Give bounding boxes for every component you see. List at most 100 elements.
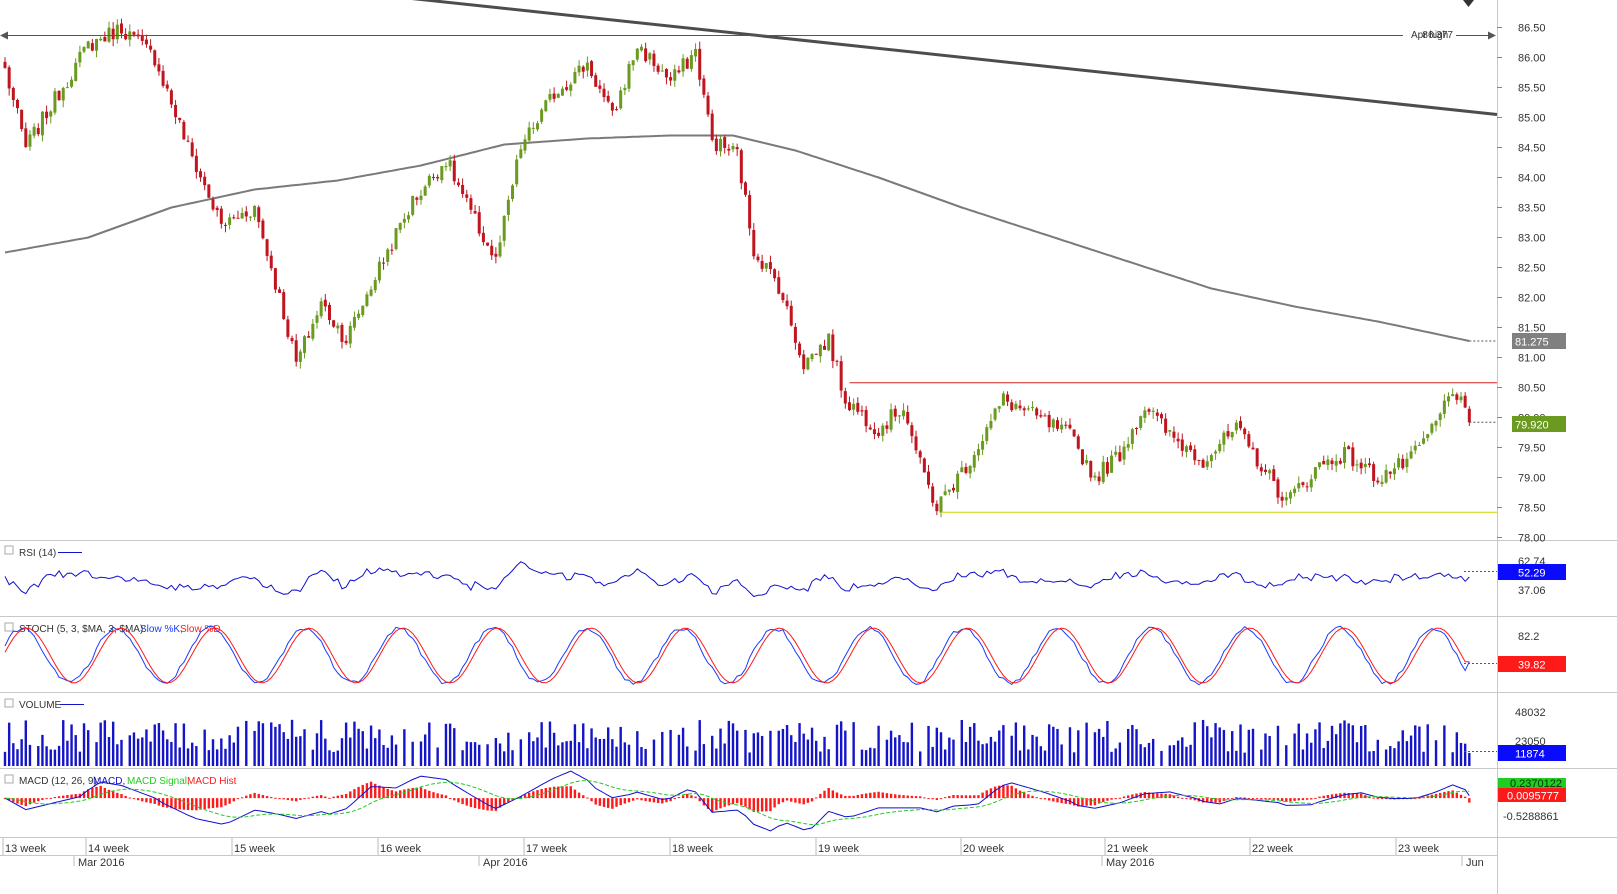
candle-body — [1226, 431, 1230, 437]
candle-body — [82, 47, 86, 52]
macd-hist-bar — [1264, 798, 1267, 800]
volume-bar — [661, 731, 664, 766]
candle-body — [1051, 419, 1055, 428]
volume-bar — [1251, 728, 1255, 766]
candle-body — [1010, 402, 1014, 411]
macd-hist-bar — [28, 798, 32, 805]
volume-bar — [1393, 748, 1396, 766]
macd-hist-bar — [952, 795, 955, 799]
candle-body — [573, 72, 577, 84]
candle-body — [1039, 415, 1043, 417]
volume-bar — [989, 736, 993, 766]
volume-bar — [374, 738, 377, 766]
macd-hist-bar — [407, 788, 410, 799]
week-label: 13 week — [5, 843, 46, 855]
week-label: 17 week — [526, 843, 567, 855]
candle-body — [511, 185, 515, 199]
candle-body — [743, 182, 747, 195]
scroll-arrow-icon[interactable] — [1463, 0, 1474, 7]
volume-bar — [503, 751, 506, 766]
volume-bar — [802, 733, 805, 766]
candle-body — [673, 69, 677, 81]
candle-body — [935, 503, 939, 512]
volume-bar — [41, 734, 44, 766]
macd-hist-bar — [773, 798, 776, 808]
volume-bar — [769, 730, 772, 766]
candle-body — [694, 48, 698, 57]
macd-hist-bar — [760, 798, 764, 812]
volume-bar — [577, 742, 581, 766]
macd-hist-bar — [977, 795, 980, 799]
volume-bar — [28, 744, 32, 766]
macd-hist-bar — [1118, 797, 1122, 799]
macd-hist-bar — [116, 792, 119, 799]
candle-body — [985, 427, 989, 441]
volume-bar — [178, 747, 181, 766]
macd-hist-bar — [981, 792, 984, 799]
candle-body — [1126, 444, 1130, 448]
candle-body — [972, 455, 976, 468]
time-axis: 13 week 14 week 15 week 16 week 17 week 18 we… — [2, 838, 1484, 869]
macd-hist-bar — [153, 798, 156, 804]
volume-bar — [727, 720, 731, 766]
macd-hist-bar — [914, 796, 918, 799]
macd-hist-bar — [465, 798, 468, 806]
macd-hist-bar — [548, 787, 552, 799]
volume-bar — [228, 735, 231, 766]
volume-bar — [548, 721, 552, 766]
volume-bar — [993, 741, 997, 766]
candle-body — [1093, 475, 1097, 478]
volume-bar — [353, 721, 356, 766]
volume-bar — [378, 729, 381, 766]
price-tick-label: 85.50 — [1518, 83, 1546, 95]
candle-body — [685, 58, 689, 69]
volume-bar — [511, 750, 514, 766]
candle-body — [1347, 446, 1351, 450]
candle-body — [3, 61, 7, 68]
volume-bar — [1097, 728, 1101, 766]
volume-bar — [919, 751, 922, 766]
macd-hist-bar — [573, 789, 577, 799]
candle-body — [382, 262, 386, 264]
macd-hist-bar — [1110, 798, 1113, 800]
macd-hist-bar — [615, 798, 618, 807]
candle-body — [86, 41, 90, 49]
macd-hist-bar — [1293, 798, 1296, 801]
candle-body — [631, 60, 635, 66]
volume-bar — [1389, 746, 1392, 766]
macd-hist-bar — [1305, 798, 1309, 800]
candle-body — [11, 87, 15, 100]
volume-bar — [835, 724, 839, 766]
candle-body — [1247, 434, 1251, 447]
macd-hist-bar — [973, 795, 976, 799]
volume-bar — [1459, 742, 1463, 766]
volume-bar — [569, 740, 572, 766]
macd-hist-bar — [336, 795, 339, 799]
volume-bar — [1384, 749, 1388, 766]
volume-bar — [1043, 750, 1047, 766]
candle-body — [290, 338, 294, 342]
volume-bar — [1401, 730, 1404, 766]
volume-bar — [981, 744, 984, 766]
macd-hist-bar — [544, 788, 547, 799]
candle-body — [1031, 407, 1035, 409]
volume-bar — [777, 730, 780, 766]
macd-hist-bar — [661, 798, 664, 804]
macd-hist-bar — [245, 795, 248, 799]
rsi-value: 52.29 — [1518, 568, 1546, 580]
volume-bar — [1343, 720, 1346, 766]
macd-hist-bar — [12, 798, 15, 802]
macd-hist-bar — [1072, 798, 1076, 806]
volume-bar — [998, 730, 1001, 766]
candle-body — [1447, 396, 1451, 402]
candle-body — [739, 150, 743, 184]
macd-hist-bar — [711, 798, 714, 813]
volume-bar — [224, 748, 227, 766]
macd-hist-bar — [53, 796, 57, 799]
candle-body — [1259, 467, 1263, 472]
candle-body — [182, 121, 186, 140]
candle-body — [1392, 468, 1396, 475]
volume-bar — [939, 732, 943, 766]
macd-hist-bar — [1060, 798, 1063, 804]
volume-bar — [1443, 725, 1446, 766]
